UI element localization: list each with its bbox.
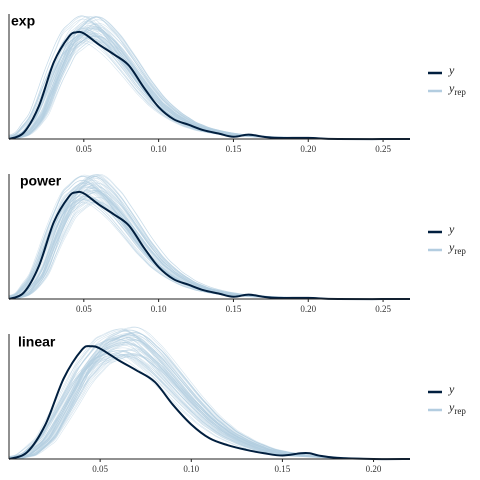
yrep-line bbox=[8, 183, 410, 300]
x-tick-label: 0.10 bbox=[183, 464, 199, 474]
legend-yrep-subscript: rep bbox=[454, 406, 466, 416]
legend: y yrep bbox=[428, 382, 466, 416]
x-tick-label: 0.05 bbox=[76, 144, 92, 154]
x-tick-label: 0.20 bbox=[366, 464, 382, 474]
yrep-draws bbox=[8, 15, 410, 140]
x-tick-label: 0.10 bbox=[151, 144, 167, 154]
yrep-line bbox=[8, 15, 410, 140]
yrep-line bbox=[8, 175, 410, 300]
legend-yrep-label: yrep bbox=[448, 400, 466, 416]
yrep-line bbox=[8, 22, 410, 140]
x-tick-label: 0.15 bbox=[226, 304, 242, 314]
x-tick-label: 0.20 bbox=[300, 304, 316, 314]
y-density-line bbox=[8, 30, 411, 141]
yrep-line bbox=[8, 24, 410, 140]
x-tick-label: 0.20 bbox=[300, 144, 316, 154]
yrep-line bbox=[8, 15, 410, 140]
yrep-line bbox=[8, 42, 410, 140]
yrep-line bbox=[8, 332, 410, 460]
yrep-line bbox=[8, 26, 410, 140]
legend-yrep-label: yrep bbox=[448, 240, 466, 256]
x-tick-label: 0.25 bbox=[375, 144, 391, 154]
yrep-line bbox=[8, 15, 410, 140]
panel-linear: 0.05 0.10 0.15 0.20 linear y yrep bbox=[8, 326, 466, 474]
yrep-line bbox=[8, 27, 410, 140]
yrep-line bbox=[8, 188, 410, 300]
x-tick-label: 0.15 bbox=[226, 144, 242, 154]
x-tick-label: 0.05 bbox=[76, 304, 92, 314]
legend-yrep-label: yrep bbox=[448, 81, 466, 97]
yrep-line bbox=[8, 176, 410, 300]
legend: y yrep bbox=[428, 63, 466, 97]
panel-exp: 0.05 0.10 0.15 0.20 0.25 exp y yrep bbox=[8, 12, 466, 154]
yrep-line bbox=[8, 175, 410, 300]
yrep-line bbox=[8, 175, 410, 300]
yrep-line bbox=[8, 181, 410, 300]
yrep-line bbox=[8, 175, 410, 300]
panel-title: exp bbox=[11, 12, 35, 28]
x-tick-label: 0.05 bbox=[92, 464, 108, 474]
legend-y-label: y bbox=[448, 222, 455, 236]
yrep-line bbox=[8, 15, 410, 140]
panel-power: 0.05 0.10 0.15 0.20 0.25 power y yrep bbox=[8, 172, 466, 314]
panel-title: linear bbox=[18, 333, 56, 349]
yrep-line bbox=[8, 22, 410, 140]
y-density-line bbox=[8, 345, 411, 461]
legend-y-label: y bbox=[448, 63, 455, 77]
yrep-line bbox=[8, 175, 410, 300]
x-tick-label: 0.25 bbox=[375, 304, 391, 314]
yrep-line bbox=[8, 26, 410, 140]
panel-title: power bbox=[20, 172, 62, 188]
legend-yrep-subscript: rep bbox=[454, 246, 466, 256]
x-tick-label: 0.15 bbox=[275, 464, 291, 474]
legend-yrep-subscript: rep bbox=[454, 87, 466, 97]
y-density-line bbox=[8, 190, 411, 301]
legend: y yrep bbox=[428, 222, 466, 256]
legend-y-label: y bbox=[448, 382, 455, 396]
yrep-line bbox=[8, 181, 410, 300]
yrep-draws bbox=[8, 173, 410, 300]
x-tick-label: 0.10 bbox=[151, 304, 167, 314]
